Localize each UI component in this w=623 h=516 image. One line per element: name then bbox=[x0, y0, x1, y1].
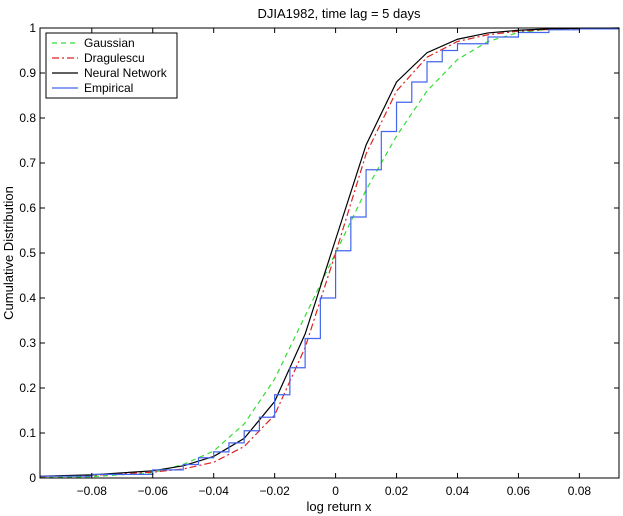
legend-box bbox=[45, 32, 178, 99]
series-line-empirical bbox=[40, 28, 620, 477]
plot-area: −0.08 −0.06 −0.04 −0.02 0 0.02 0.04 0.06 0.08 0 0.… bbox=[19, 21, 620, 498]
x-tick-label: −0.02 bbox=[259, 484, 290, 498]
y-tick-label: 0.4 bbox=[19, 291, 36, 305]
legend-label: Gaussian bbox=[84, 36, 135, 50]
x-axis-label: log return x bbox=[306, 499, 372, 514]
x-tick-label: −0.06 bbox=[138, 484, 169, 498]
x-tick-label: −0.08 bbox=[77, 484, 108, 498]
y-tick-label: 0.7 bbox=[19, 156, 36, 170]
x-tick-label: 0 bbox=[332, 484, 339, 498]
y-tick-label: 0.5 bbox=[19, 246, 36, 260]
y-tick-label: 0.2 bbox=[19, 381, 36, 395]
series-layer bbox=[39, 27, 620, 479]
y-tick-label: 0 bbox=[29, 471, 36, 485]
series-line-neural-network bbox=[39, 27, 620, 477]
legend-label: Empirical bbox=[84, 81, 133, 95]
x-tick-label: −0.04 bbox=[199, 484, 230, 498]
x-tick-label: 0.02 bbox=[385, 484, 409, 498]
y-tick-label: 0.9 bbox=[19, 66, 36, 80]
y-tick-label: 0.1 bbox=[19, 426, 36, 440]
tick-layer: −0.08 −0.06 −0.04 −0.02 0 0.02 0.04 0.06 0.08 0 0.… bbox=[19, 21, 619, 498]
x-tick-label: 0.04 bbox=[446, 484, 470, 498]
y-tick-label: 1 bbox=[29, 21, 36, 35]
y-tick-label: 0.3 bbox=[19, 336, 36, 350]
y-tick-label: 0.6 bbox=[19, 201, 36, 215]
y-axis-label: Cumulative Distribution bbox=[1, 186, 16, 320]
chart-title: DJIA1982, time lag = 5 days bbox=[258, 6, 421, 21]
x-tick-label: 0.06 bbox=[507, 484, 531, 498]
legend-label: Dragulescu bbox=[84, 51, 145, 65]
y-tick-label: 0.8 bbox=[19, 111, 36, 125]
legend-label: Neural Network bbox=[84, 66, 168, 80]
x-tick-label: 0.08 bbox=[568, 484, 592, 498]
